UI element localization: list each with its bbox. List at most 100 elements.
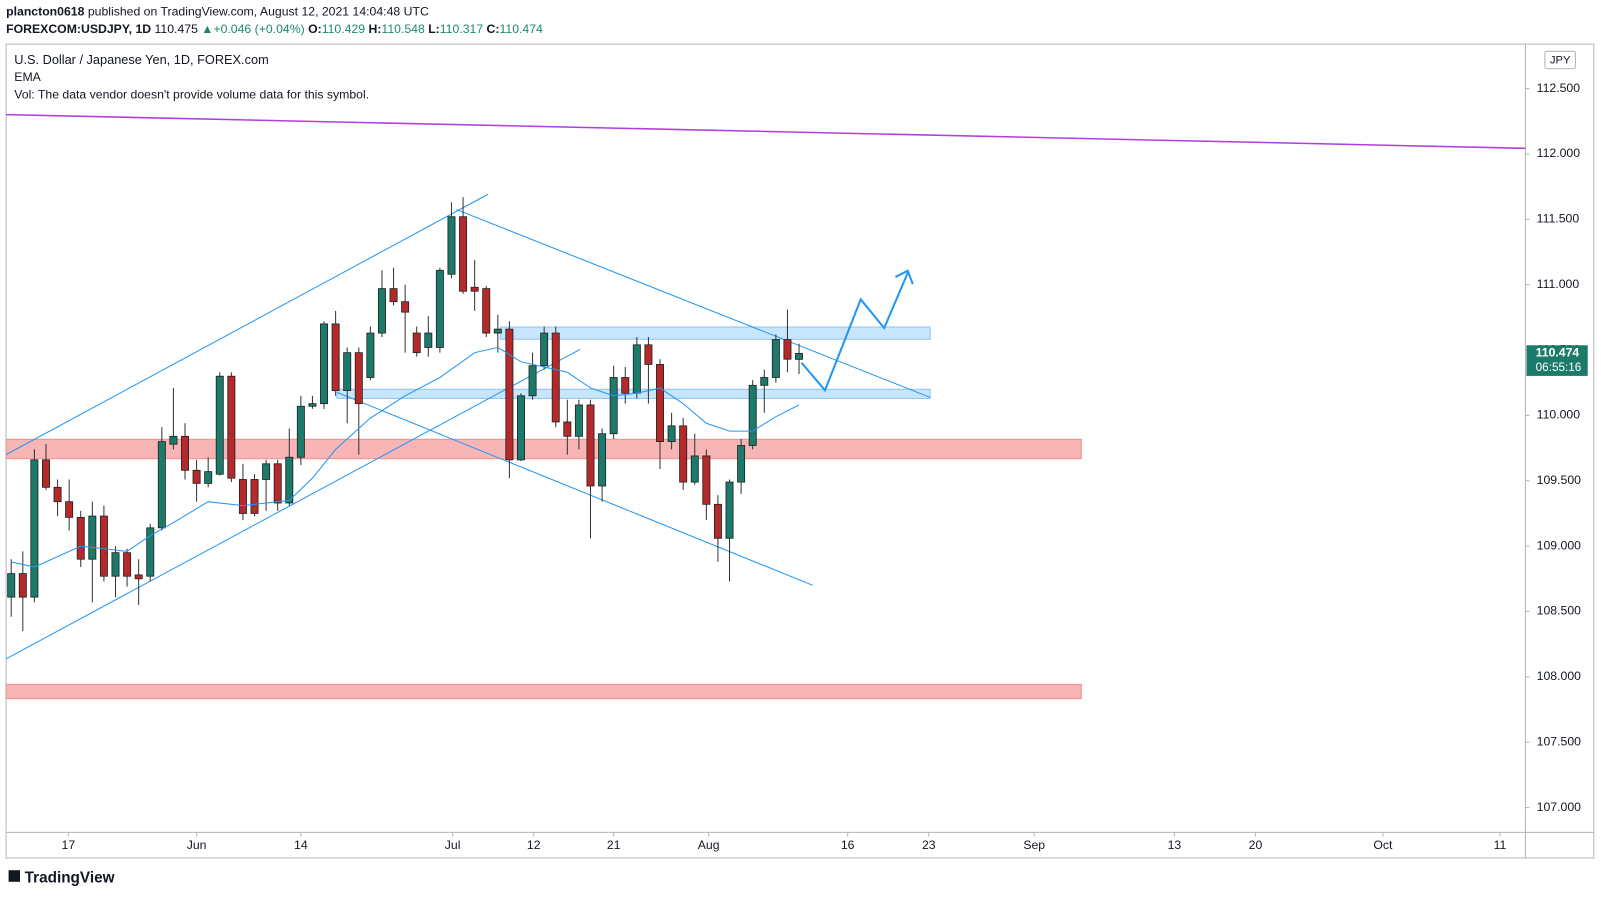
- candle-body: [412, 332, 421, 354]
- candle-body: [88, 515, 97, 560]
- logo-icon: ⯀: [8, 869, 25, 886]
- candle-body: [7, 573, 16, 598]
- x-tick-label: 21: [607, 838, 621, 852]
- candle-body: [656, 364, 664, 442]
- candle-body: [540, 332, 549, 367]
- candle-body: [470, 286, 479, 292]
- channel-line: [456, 209, 931, 398]
- candle-body: [204, 471, 213, 484]
- candle-body: [771, 339, 780, 378]
- candle-body: [713, 503, 722, 539]
- legend-ema: EMA: [14, 70, 41, 84]
- logo-text: TradingView: [25, 869, 115, 886]
- candle-body: [273, 463, 282, 504]
- x-tick-label: 12: [527, 838, 541, 852]
- candle-body: [377, 288, 386, 334]
- candle-body: [424, 332, 433, 348]
- candle-body: [563, 421, 572, 437]
- candle-body: [30, 459, 39, 598]
- support-zone: [5, 683, 1082, 700]
- candle-body: [760, 377, 769, 386]
- candle-body: [389, 288, 398, 303]
- x-tick-label: 11: [1494, 838, 1507, 852]
- candle-body: [320, 323, 329, 405]
- publish-line: plancton0618 published on TradingView.co…: [6, 5, 429, 19]
- change: +0.046 (+0.04%): [213, 22, 304, 36]
- candle-body: [238, 479, 247, 514]
- projection-path: [800, 272, 909, 393]
- candle-body: [702, 455, 711, 505]
- candle-body: [493, 328, 502, 334]
- candle-body: [41, 459, 50, 488]
- candle-body: [296, 405, 305, 458]
- currency-box[interactable]: [1544, 50, 1576, 70]
- l-key: L:: [428, 22, 440, 36]
- candle-body: [18, 573, 27, 598]
- resistance-zone: [5, 438, 1082, 460]
- price: 110.475: [155, 22, 199, 36]
- x-tick-label: 14: [294, 838, 308, 852]
- candle-body: [737, 445, 746, 483]
- candle-body: [146, 527, 155, 577]
- x-tick-label: Oct: [1373, 838, 1393, 852]
- y-tick-label: 107.000: [1537, 800, 1581, 814]
- candle-body: [679, 425, 688, 483]
- candle-body: [53, 486, 62, 503]
- channel-line: [5, 349, 581, 660]
- candle-body: [459, 216, 468, 292]
- candle-body: [192, 469, 201, 484]
- candle-body: [215, 375, 224, 475]
- arrow-head: [895, 269, 914, 285]
- candle-body: [354, 352, 363, 405]
- up-arrow: ▲: [201, 22, 213, 36]
- channel-lines: [5, 193, 931, 660]
- y-tick-label: 110.000: [1537, 408, 1581, 422]
- y-tick-label: 108.500: [1537, 604, 1581, 618]
- candle-body: [285, 456, 294, 504]
- candle-body: [65, 501, 74, 518]
- candle-body: [586, 404, 595, 487]
- candle-body: [227, 375, 236, 479]
- candle-body: [262, 463, 271, 480]
- l-val: 110.317: [440, 22, 484, 36]
- candle-body: [343, 352, 352, 391]
- candle-body: [690, 455, 699, 483]
- symbol-line: FOREXCOM:USDJPY, 1D 110.475 ▲+0.046 (+0.…: [6, 22, 543, 36]
- candle-body: [401, 301, 410, 313]
- candle-body: [621, 377, 630, 394]
- candle-body: [528, 365, 537, 397]
- candle-body: [169, 435, 178, 445]
- candle-body: [366, 332, 375, 378]
- h-key: H:: [368, 22, 381, 36]
- series: [7, 197, 804, 632]
- y-tick-label: 108.000: [1537, 669, 1581, 683]
- candle-body: [134, 574, 143, 580]
- y-tick-label: 111.500: [1537, 212, 1580, 226]
- candle-body: [181, 435, 189, 471]
- candle-body: [157, 441, 166, 529]
- x-tick-label: 13: [1168, 838, 1182, 852]
- y-tick-label: 109.000: [1537, 538, 1581, 552]
- x-tick-label: Aug: [698, 838, 720, 852]
- candle-body: [783, 339, 792, 360]
- candle-body: [795, 353, 804, 360]
- candle-body: [748, 384, 757, 446]
- currency: JPY: [1550, 54, 1571, 66]
- blue-zone: [499, 326, 931, 340]
- candle-body: [250, 479, 259, 514]
- axes: 107.000 107.500 108.000 108.500 109.000 109.5…: [62, 81, 1588, 852]
- legend-title: U.S. Dollar / Japanese Yen, 1D, FOREX.co…: [14, 52, 268, 67]
- candle-body: [123, 552, 132, 577]
- candle-body: [435, 269, 444, 348]
- y-tick-label: 107.500: [1537, 734, 1581, 748]
- candle-body: [725, 481, 734, 539]
- candle-body: [517, 395, 525, 461]
- candle-body: [574, 404, 583, 437]
- x-tick-label: 23: [922, 838, 936, 852]
- candle-body: [308, 403, 317, 407]
- x-tick-label: 20: [1249, 838, 1263, 852]
- y-tick-label: 112.500: [1537, 81, 1581, 95]
- published: published on TradingView.com, August 12,…: [88, 5, 429, 19]
- candle-body: [331, 323, 340, 391]
